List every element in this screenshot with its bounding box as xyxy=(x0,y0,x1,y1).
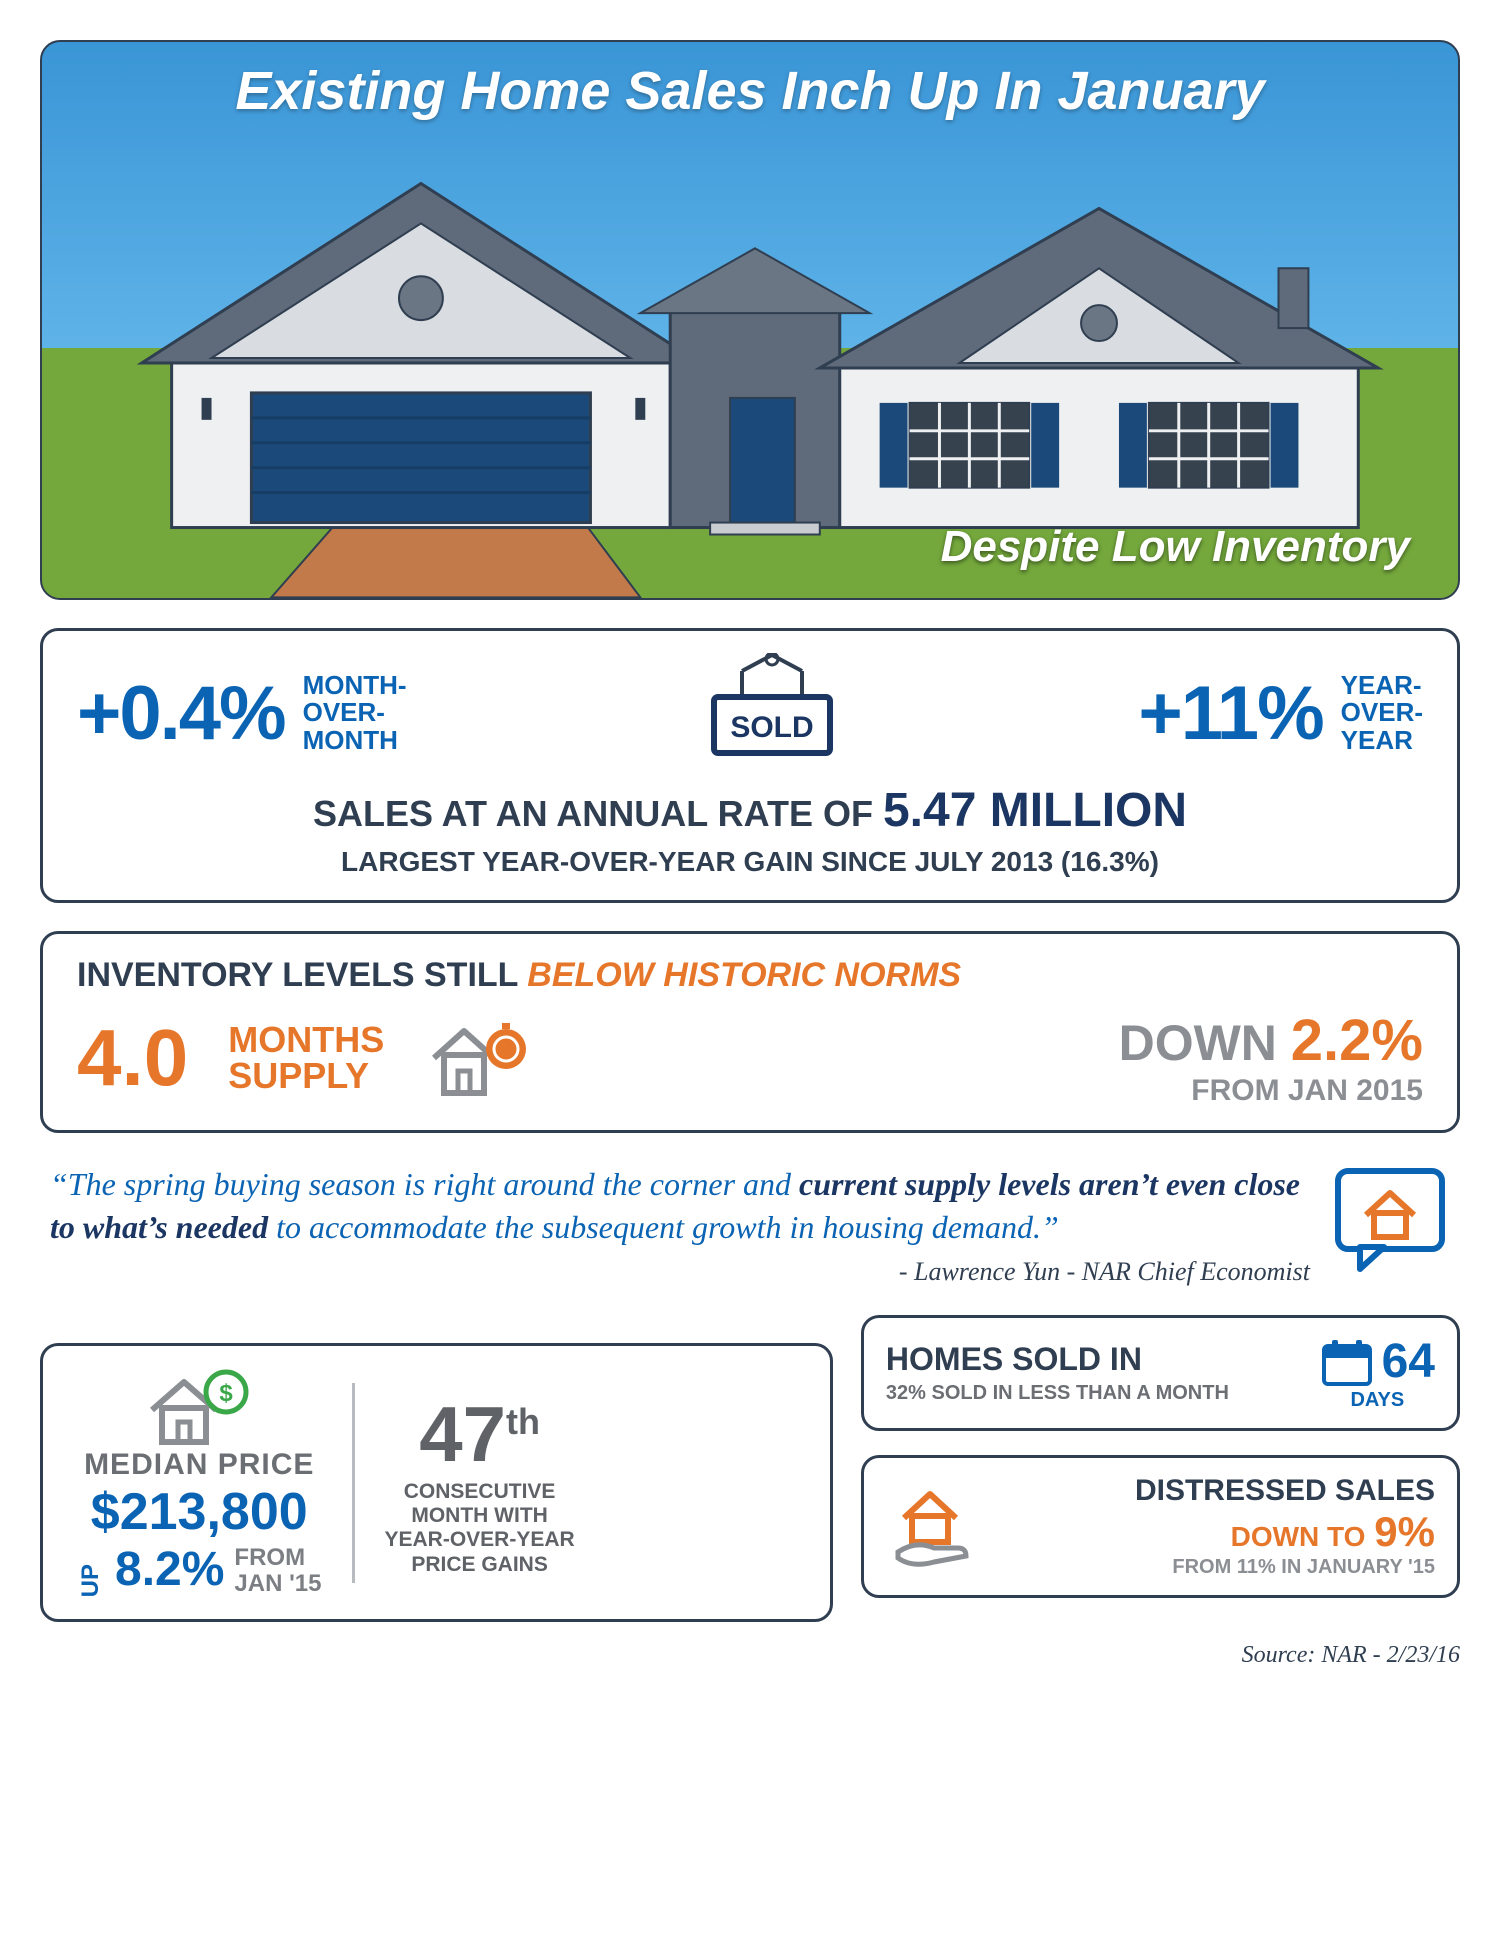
distressed-sales-panel: DISTRESSED SALES DOWN TO 9% FROM 11% IN … xyxy=(861,1455,1460,1598)
consecutive-month: 47th CONSECUTIVE MONTH WITH YEAR-OVER-YE… xyxy=(385,1389,575,1577)
speech-bubble-house-icon xyxy=(1330,1163,1450,1273)
yoy-pct: +11% xyxy=(1138,670,1322,757)
source-attribution: Source: NAR - 2/23/16 xyxy=(40,1642,1460,1669)
distressed-from: FROM 11% IN JANUARY '15 xyxy=(992,1556,1435,1579)
homes-sold-sub: 32% SOLD IN LESS THAN A MONTH xyxy=(886,1382,1229,1405)
mom-pct: +0.4% xyxy=(77,670,285,757)
svg-text:SOLD: SOLD xyxy=(731,711,814,744)
up-pct: 8.2% xyxy=(115,1542,224,1597)
median-label: MEDIAN PRICE xyxy=(84,1448,314,1482)
up-word: UP xyxy=(77,1564,105,1597)
inventory-change: DOWN 2.2% FROM JAN 2015 xyxy=(1119,1007,1423,1108)
house-hand-icon xyxy=(886,1482,976,1572)
svg-text:$: $ xyxy=(220,1380,234,1407)
house-stopwatch-icon xyxy=(424,1013,534,1103)
divider xyxy=(352,1383,355,1583)
yoy-stat: +11% YEAR- OVER- YEAR xyxy=(1138,670,1423,757)
median-from: FROM JAN '15 xyxy=(234,1545,321,1598)
homes-sold-label: HOMES SOLD IN xyxy=(886,1341,1229,1378)
distressed-title: DISTRESSED SALES xyxy=(992,1474,1435,1508)
distressed-pct: 9% xyxy=(1374,1508,1435,1555)
largest-gain-line: LARGEST YEAR-OVER-YEAR GAIN SINCE JULY 2… xyxy=(77,846,1423,878)
distressed-down: DOWN TO xyxy=(1231,1521,1366,1552)
supply-number: 4.0 xyxy=(77,1012,188,1104)
hero-subtitle: Despite Low Inventory xyxy=(941,522,1410,572)
hero-banner: Existing Home Sales Inch Up In January xyxy=(40,40,1460,600)
hero-title: Existing Home Sales Inch Up In January xyxy=(42,60,1458,122)
mom-label: MONTH- OVER- MONTH xyxy=(303,672,407,754)
inventory-panel: INVENTORY LEVELS STILL BELOW HISTORIC NO… xyxy=(40,931,1460,1133)
calendar-icon xyxy=(1320,1336,1374,1388)
median-price-value: $213,800 xyxy=(91,1482,308,1542)
mom-stat: +0.4% MONTH- OVER- MONTH xyxy=(77,670,407,757)
sold-sign-icon: SOLD xyxy=(702,653,842,773)
supply-label: MONTHS SUPPLY xyxy=(228,1022,384,1094)
quote-text: “The spring buying season is right aroun… xyxy=(50,1163,1310,1249)
annual-rate-line: SALES AT AN ANNUAL RATE OF 5.47 MILLION xyxy=(77,783,1423,838)
days-label: DAYS xyxy=(1320,1389,1435,1412)
median-price-panel: $ MEDIAN PRICE $213,800 UP 8.2% FROM JAN… xyxy=(40,1343,833,1622)
quote-attribution: - Lawrence Yun - NAR Chief Economist xyxy=(50,1257,1310,1287)
quote-section: “The spring buying season is right aroun… xyxy=(40,1163,1460,1287)
sales-panel: +0.4% MONTH- OVER- MONTH SOLD +11% YEAR-… xyxy=(40,628,1460,903)
house-dollar-icon: $ xyxy=(144,1368,254,1448)
yoy-label: YEAR- OVER- YEAR xyxy=(1341,672,1423,754)
days-number: 64 xyxy=(1382,1334,1435,1389)
homes-sold-panel: HOMES SOLD IN 32% SOLD IN LESS THAN A MO… xyxy=(861,1315,1460,1431)
inventory-title: INVENTORY LEVELS STILL BELOW HISTORIC NO… xyxy=(77,956,1423,995)
